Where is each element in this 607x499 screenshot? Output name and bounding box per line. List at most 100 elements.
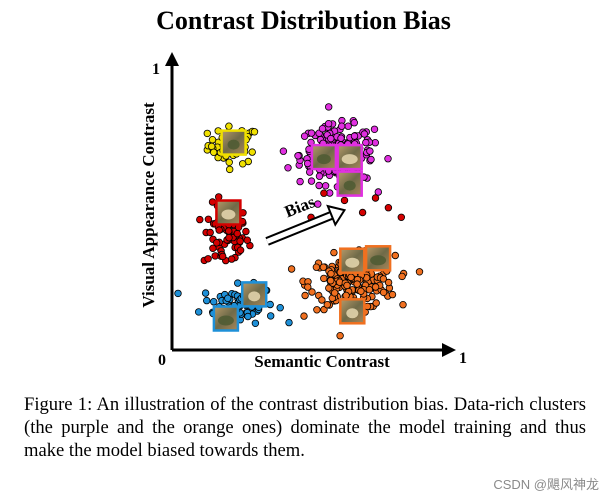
point-purple: [337, 134, 345, 142]
point-purple: [306, 168, 314, 176]
point-orange: [372, 299, 380, 307]
point-orange: [308, 288, 316, 296]
y-axis-end-label: 1: [152, 61, 160, 78]
point-purple: [370, 125, 379, 133]
thumbnail-blue: [212, 305, 240, 332]
point-orange: [357, 287, 365, 295]
point-purple: [318, 124, 327, 133]
point-orange: [304, 283, 312, 291]
figure-title: Contrast Distribution Bias: [156, 6, 451, 35]
point-purple: [303, 159, 312, 168]
point-red: [212, 239, 221, 247]
point-red: [225, 233, 233, 242]
point-purple: [321, 182, 330, 190]
point-red: [236, 246, 245, 254]
point-purple: [350, 118, 358, 127]
point-orange: [379, 275, 388, 283]
point-purple: [374, 188, 382, 196]
point-stray: [358, 208, 367, 217]
point-red: [208, 198, 217, 206]
point-red: [204, 215, 213, 223]
caption-text: Figure 1: An illustration of the contras…: [24, 394, 586, 461]
point-orange: [388, 290, 397, 299]
point-blue: [244, 312, 252, 321]
point-purple: [338, 122, 346, 130]
point-purple: [315, 172, 324, 180]
watermark: CSDN @飓风神龙: [493, 477, 599, 492]
point-yellow: [238, 160, 247, 168]
point-blue: [266, 300, 274, 309]
point-yellow: [209, 148, 218, 156]
point-red: [209, 244, 217, 252]
point-orange: [391, 251, 399, 260]
point-blue: [233, 279, 242, 287]
point-purple: [307, 129, 316, 137]
point-purple: [294, 152, 302, 160]
point-orange: [336, 332, 344, 340]
point-red: [215, 226, 223, 234]
thumbnail-orange: [339, 247, 366, 274]
point-purple: [314, 200, 322, 208]
point-orange: [287, 265, 296, 273]
point-orange: [415, 268, 424, 276]
point-blue: [276, 304, 284, 312]
point-orange: [330, 248, 338, 257]
point-orange: [347, 273, 355, 281]
point-blue: [194, 308, 203, 316]
point-orange: [342, 291, 350, 300]
point-blue: [174, 289, 182, 298]
y-axis-label: Visual Appearance Contrast: [139, 102, 158, 308]
point-orange: [353, 280, 361, 288]
y-axis-arrowhead: [165, 52, 179, 66]
point-orange: [384, 278, 393, 287]
point-blue: [285, 318, 293, 327]
point-orange: [399, 301, 407, 309]
point-purple: [327, 134, 335, 143]
point-orange: [365, 286, 374, 294]
point-red: [196, 215, 204, 224]
point-orange: [327, 270, 335, 278]
point-blue: [224, 294, 232, 302]
point-purple: [384, 154, 392, 163]
point-orange: [331, 289, 339, 297]
point-red: [218, 252, 227, 261]
point-red: [214, 193, 223, 201]
point-orange: [320, 274, 328, 283]
point-yellow: [225, 165, 234, 174]
point-orange: [325, 284, 333, 292]
point-orange: [319, 263, 328, 271]
x-axis-label: Semantic Contrast: [254, 352, 390, 371]
point-red: [227, 255, 236, 263]
point-purple: [362, 138, 370, 147]
point-purple: [307, 177, 316, 185]
bias-arrow: [265, 204, 347, 246]
point-purple: [279, 147, 288, 155]
point-yellow: [250, 128, 259, 136]
point-purple: [344, 122, 352, 130]
point-yellow: [208, 135, 217, 144]
point-purple: [284, 164, 292, 172]
point-red: [224, 227, 233, 235]
point-red: [204, 255, 212, 263]
point-purple: [350, 132, 359, 140]
point-orange: [371, 283, 380, 291]
origin-label: 0: [158, 352, 166, 369]
thumbnail-purple: [336, 143, 363, 171]
thumbnail-orange: [364, 245, 392, 272]
point-orange: [323, 301, 331, 309]
point-purple: [360, 130, 369, 138]
thumbnail-blue: [240, 281, 268, 308]
point-purple: [325, 103, 333, 111]
point-purple: [300, 132, 309, 140]
point-orange: [313, 306, 321, 314]
point-stray: [340, 196, 349, 205]
point-blue: [209, 298, 218, 306]
point-yellow: [248, 148, 256, 156]
point-blue: [201, 289, 210, 297]
x-axis-arrowhead: [442, 343, 456, 357]
point-red: [243, 236, 251, 244]
point-yellow: [225, 122, 233, 130]
point-stray: [384, 203, 393, 212]
point-orange: [318, 296, 326, 304]
point-red: [242, 227, 250, 236]
